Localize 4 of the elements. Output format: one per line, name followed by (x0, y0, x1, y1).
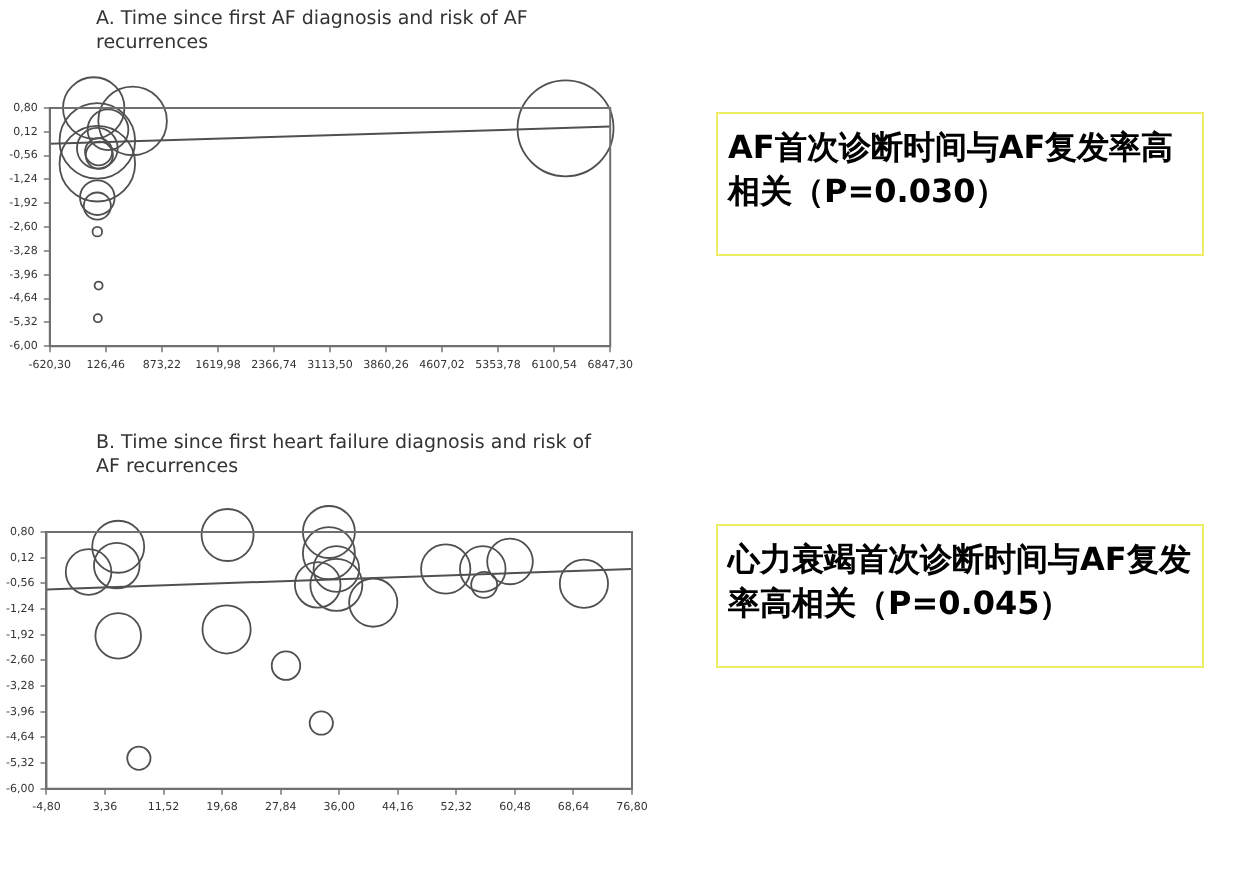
chart-title: A. Time since first AF diagnosis and risk of AF recurrences (94, 6, 530, 56)
text: 心力衰竭首次诊断时间与AF复发率高相关（P=0.045） (716, 524, 1204, 668)
chart-title: B. Time since first heart failure diagnosis and risk of AF recurrences (94, 430, 594, 480)
text: AF首次诊断时间与AF复发率高相关（P=0.030） (716, 112, 1204, 256)
